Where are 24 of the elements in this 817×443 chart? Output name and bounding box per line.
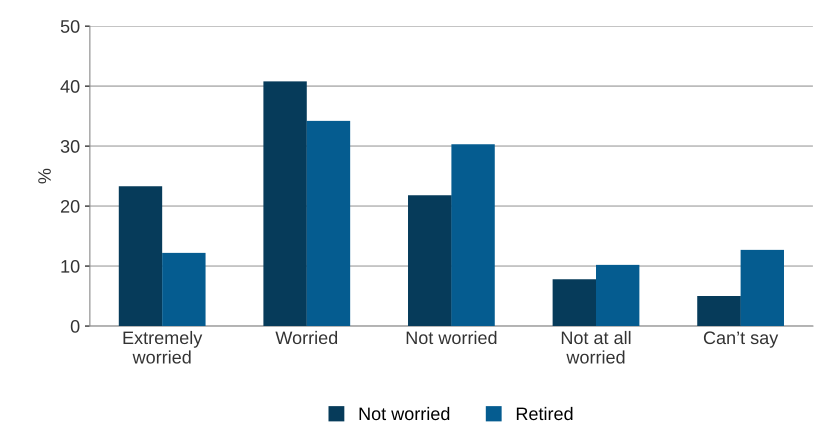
y-axis-title: %	[38, 168, 51, 184]
bar	[118, 186, 162, 326]
y-tick-label: 0	[70, 320, 80, 333]
y-tick-label: 10	[61, 260, 80, 273]
y-tick-label: 40	[60, 80, 80, 93]
x-tick-label: Not at all worried	[562, 330, 630, 364]
bar	[596, 264, 640, 326]
bar	[697, 296, 741, 326]
x-tick-label: Worried	[275, 330, 338, 344]
bar	[552, 279, 596, 326]
x-tick-label: Can’t say	[704, 331, 778, 348]
bar	[162, 252, 206, 326]
y-tick-label: 30	[60, 140, 80, 153]
y-tick-label: 20	[60, 200, 80, 213]
legend-label: Not worried	[360, 406, 450, 420]
legend-label: Retired	[516, 406, 572, 420]
bar	[408, 195, 452, 326]
bar	[451, 144, 495, 326]
bar	[263, 81, 307, 326]
bar	[306, 120, 350, 326]
x-tick-label: Not worried	[406, 330, 496, 344]
bar	[740, 250, 784, 326]
y-tick-label: 50	[60, 20, 80, 33]
x-tick-label: Extremely worried	[124, 330, 202, 364]
